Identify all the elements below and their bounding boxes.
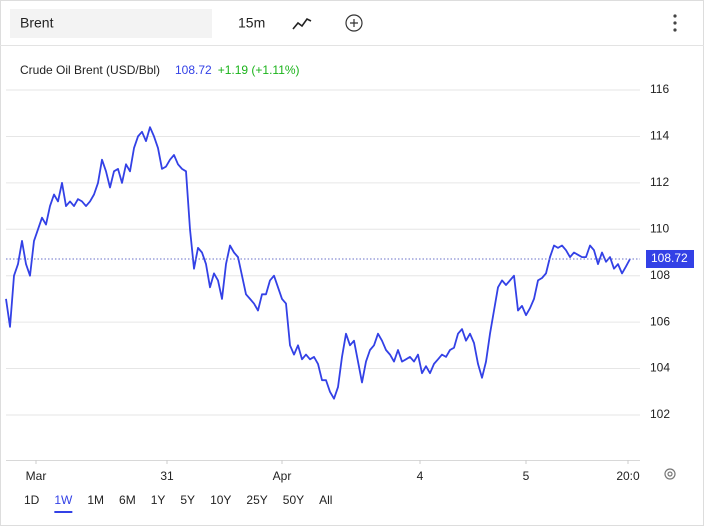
last-price-tag bbox=[646, 249, 694, 268]
x-tick-label: 4 bbox=[417, 469, 424, 483]
menu-icon[interactable] bbox=[673, 14, 677, 32]
legend-change: +1.19 (+1.11%) bbox=[218, 63, 300, 77]
y-tick-label: 106 bbox=[650, 314, 670, 328]
x-tick-label: 5 bbox=[523, 469, 530, 483]
y-tick-label: 110 bbox=[650, 221, 669, 235]
y-tick-label: 104 bbox=[650, 361, 670, 375]
range-button[interactable]: 25Y bbox=[246, 493, 267, 507]
x-tick-label: Apr bbox=[273, 469, 292, 483]
symbol-text: Brent bbox=[20, 15, 54, 31]
range-button[interactable]: 5Y bbox=[180, 493, 195, 507]
add-icon[interactable] bbox=[345, 14, 363, 32]
x-tick-label: Mar bbox=[26, 469, 47, 483]
y-tick-label: 102 bbox=[650, 407, 670, 421]
chart-type-icon[interactable] bbox=[292, 17, 312, 30]
range-button[interactable]: 1D bbox=[24, 493, 40, 507]
range-button[interactable]: 6M bbox=[119, 493, 136, 507]
y-tick-label: 114 bbox=[650, 129, 669, 143]
legend-last: 108.72 bbox=[175, 63, 212, 77]
settings-icon[interactable] bbox=[664, 468, 676, 480]
range-button[interactable]: 1W bbox=[54, 493, 73, 507]
price-line bbox=[5, 126, 631, 400]
range-button[interactable]: All bbox=[319, 493, 332, 507]
range-button[interactable]: 10Y bbox=[210, 493, 231, 507]
interval[interactable]: 15m bbox=[238, 15, 265, 31]
legend-title: Crude Oil Brent (USD/Bbl) bbox=[20, 63, 160, 77]
range-button[interactable]: 50Y bbox=[283, 493, 304, 507]
range-button[interactable]: 1Y bbox=[151, 493, 166, 507]
range-button[interactable]: 1M bbox=[87, 493, 104, 507]
y-tick-label: 112 bbox=[650, 175, 669, 189]
y-tick-label: 108 bbox=[650, 268, 670, 282]
y-tick-label: 116 bbox=[650, 82, 669, 96]
add-icon-plus bbox=[350, 19, 358, 27]
last-price-label: 108.72 bbox=[651, 251, 688, 265]
symbol-input[interactable] bbox=[10, 9, 212, 38]
x-tick-label: 31 bbox=[160, 469, 174, 483]
x-tick-label: 20:0 bbox=[616, 469, 640, 483]
